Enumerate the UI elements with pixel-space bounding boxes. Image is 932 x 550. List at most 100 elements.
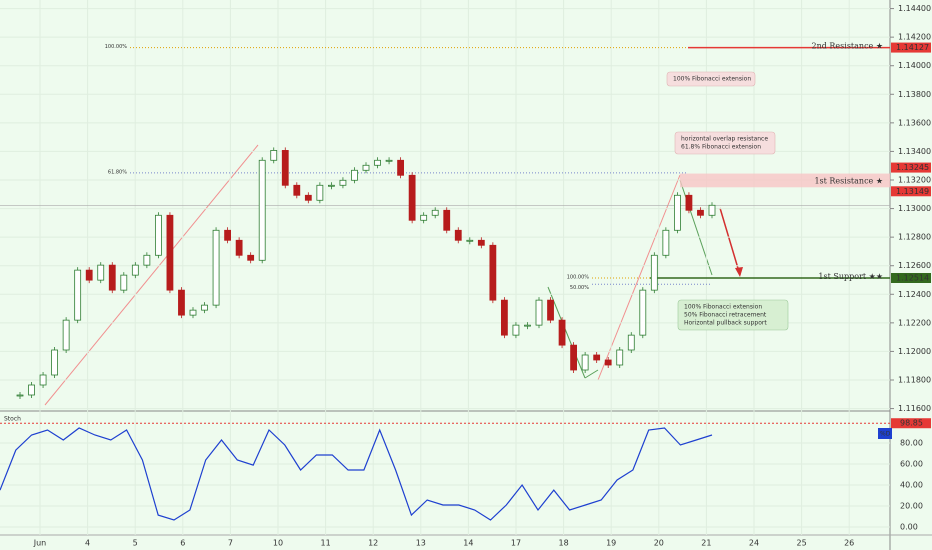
candle xyxy=(512,324,520,336)
stoch-tick-label: 80.00 xyxy=(900,439,923,448)
candle xyxy=(143,254,151,266)
x-tick-label: 18 xyxy=(559,539,569,548)
x-tick-label: 5 xyxy=(133,539,138,548)
candle xyxy=(85,269,93,281)
candle xyxy=(270,150,278,161)
candle xyxy=(650,254,658,291)
price-tag-label: 1.14127 xyxy=(896,43,929,52)
candle xyxy=(235,239,243,256)
price-tag xyxy=(891,42,931,53)
candle xyxy=(201,304,208,311)
x-tick-label: 4 xyxy=(85,539,90,548)
y-tick-label: 1.13600 xyxy=(898,118,931,127)
x-tick-label: 14 xyxy=(463,539,473,548)
candle xyxy=(570,344,577,371)
candle xyxy=(454,229,462,241)
candle xyxy=(74,269,82,321)
x-tick-label: 11 xyxy=(321,539,331,548)
price-tag-label: 1.12514 xyxy=(896,274,929,283)
candle xyxy=(662,229,670,256)
x-tick-label: Jun xyxy=(33,539,47,548)
level-label: 2nd Resistance ★ xyxy=(812,42,884,51)
y-tick-label: 1.13800 xyxy=(898,90,931,99)
resistance-zone xyxy=(680,173,890,188)
y-tick-label: 1.12200 xyxy=(898,318,931,327)
candle xyxy=(247,254,255,261)
y-tick-label: 1.14000 xyxy=(898,61,931,70)
candle xyxy=(581,354,589,371)
y-tick-label: 1.14400 xyxy=(898,4,931,13)
candle xyxy=(281,150,289,186)
annotation-text: 100% Fibonacci extension xyxy=(673,76,751,83)
stoch-tick-label: 20.00 xyxy=(900,502,923,511)
candle xyxy=(62,319,70,351)
candle xyxy=(339,179,347,186)
annotation-text: Horizontal pullback support xyxy=(684,320,767,327)
x-tick-label: 20 xyxy=(654,539,664,548)
candle xyxy=(293,184,301,196)
candle xyxy=(224,229,232,241)
x-tick-label: 21 xyxy=(701,539,711,548)
candle xyxy=(674,194,681,231)
stoch-tick-label: 60.00 xyxy=(900,460,923,469)
candle xyxy=(524,324,531,327)
candle xyxy=(489,244,497,301)
candle xyxy=(131,264,139,276)
candle xyxy=(120,274,128,291)
fib-label: 100.00% xyxy=(105,44,127,50)
candle xyxy=(39,374,47,386)
y-tick-label: 1.13400 xyxy=(898,147,931,156)
candle xyxy=(420,214,428,221)
y-tick-label: 1.11600 xyxy=(898,404,931,413)
x-tick-label: 13 xyxy=(416,539,426,548)
candle xyxy=(477,239,485,246)
candle xyxy=(212,229,220,306)
candle xyxy=(154,214,162,256)
y-tick-label: 1.13200 xyxy=(898,176,931,185)
annotation-text: 100% Fibonacci extension xyxy=(684,304,762,311)
annotation-box xyxy=(666,71,756,87)
annotation-text: 50% Fibonacci retracement xyxy=(684,312,767,319)
candle xyxy=(258,159,266,261)
stoch-line xyxy=(0,427,713,521)
candle xyxy=(374,159,381,166)
level-label: 1st Support ★★ xyxy=(818,272,883,281)
stoch-tick-label: 40.00 xyxy=(900,481,923,490)
candle xyxy=(97,264,105,281)
candle xyxy=(51,349,58,376)
candle xyxy=(28,384,35,396)
candle xyxy=(327,184,335,187)
candle xyxy=(362,164,370,171)
candle xyxy=(697,209,704,216)
y-tick-label: 1.12000 xyxy=(898,347,931,356)
zone-label: 1st Resistance ★ xyxy=(814,176,883,185)
candle xyxy=(466,239,474,242)
x-tick-label: 10 xyxy=(273,539,283,548)
x-tick-label: 25 xyxy=(797,539,807,548)
y-tick-label: 1.14200 xyxy=(898,33,931,42)
candle xyxy=(616,349,624,366)
candle xyxy=(16,394,24,397)
candle xyxy=(708,204,716,216)
annotation-box xyxy=(674,131,776,155)
candle xyxy=(500,299,508,336)
stoch-tag-box xyxy=(878,428,892,439)
candle xyxy=(627,334,635,351)
candle xyxy=(304,194,312,201)
annotation-box xyxy=(677,299,789,331)
candle xyxy=(189,309,197,316)
candle xyxy=(178,289,185,316)
annotation-text: 61.8% Fibonacci extension xyxy=(681,144,761,151)
candle xyxy=(408,174,416,221)
x-tick-label: 17 xyxy=(511,539,521,548)
candle xyxy=(108,264,116,291)
candle xyxy=(685,194,693,211)
candle xyxy=(547,299,554,321)
x-tick-label: 26 xyxy=(844,539,854,548)
candle xyxy=(166,214,174,291)
candle xyxy=(316,184,324,201)
y-tick-label: 1.12400 xyxy=(898,290,931,299)
y-tick-label: 1.12800 xyxy=(898,233,931,242)
